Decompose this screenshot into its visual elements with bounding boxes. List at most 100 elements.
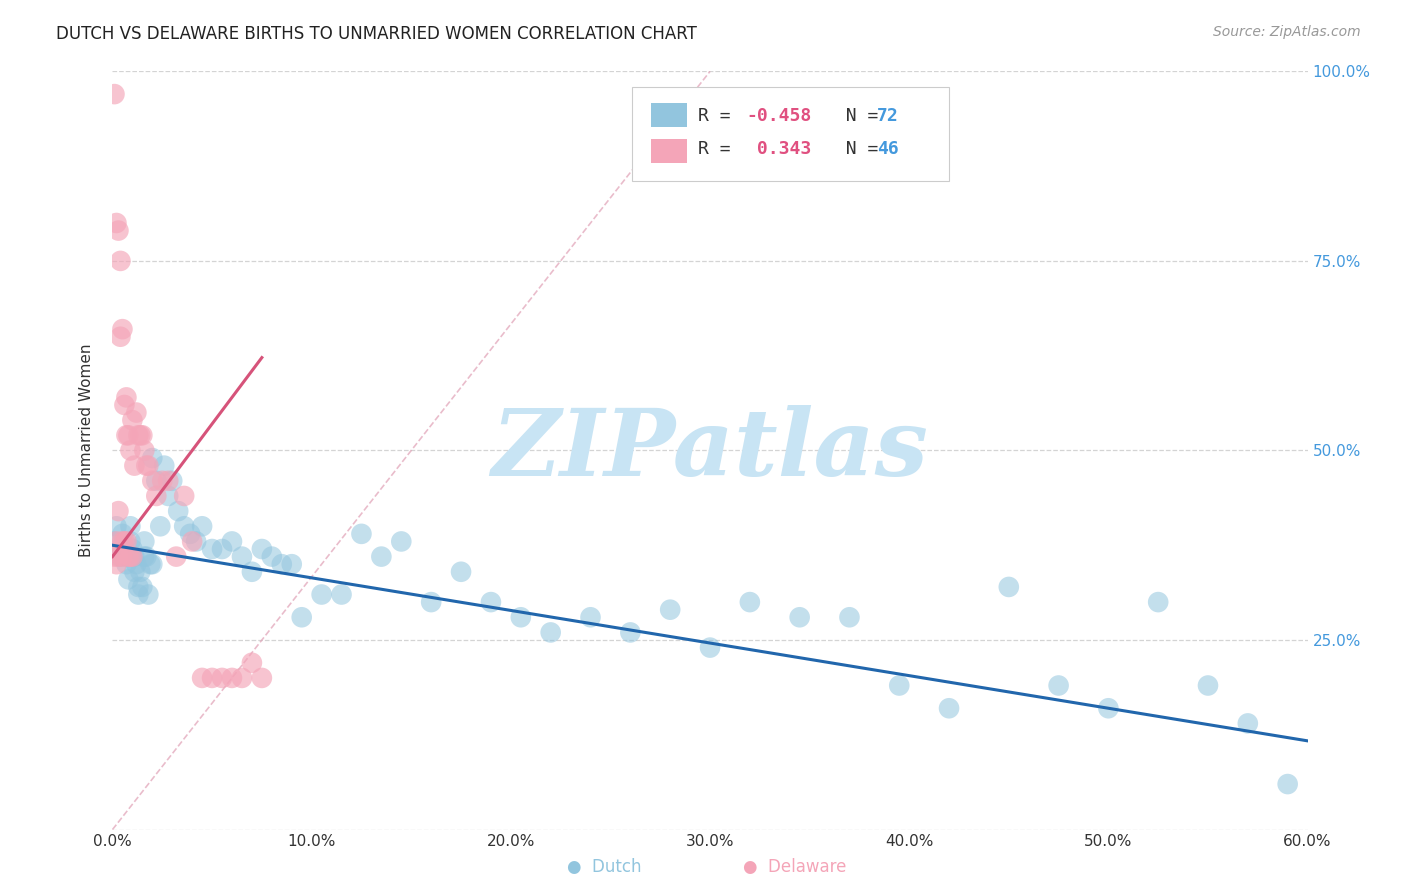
Point xyxy=(117,549,139,564)
Point xyxy=(105,534,128,549)
Point xyxy=(121,549,143,564)
Point xyxy=(250,671,273,685)
Point xyxy=(260,549,283,564)
Text: Source: ZipAtlas.com: Source: ZipAtlas.com xyxy=(1213,25,1361,39)
Text: R =: R = xyxy=(699,140,752,158)
Point xyxy=(120,519,142,533)
Point xyxy=(129,428,152,442)
Point xyxy=(181,534,204,549)
Point xyxy=(1047,678,1070,692)
Point xyxy=(145,474,167,488)
Point xyxy=(114,534,135,549)
Point xyxy=(115,557,138,572)
Point xyxy=(789,610,811,624)
Point xyxy=(191,671,214,685)
Point xyxy=(120,443,142,458)
Point xyxy=(619,625,641,640)
Point xyxy=(115,549,138,564)
FancyBboxPatch shape xyxy=(651,139,688,163)
Point xyxy=(291,610,314,624)
Point xyxy=(201,671,224,685)
Point xyxy=(115,428,138,442)
Point xyxy=(111,534,134,549)
Point xyxy=(281,557,304,572)
Text: ZIPatlas: ZIPatlas xyxy=(492,406,928,495)
Point xyxy=(114,542,135,557)
Point xyxy=(134,534,156,549)
Point xyxy=(115,391,138,405)
Point xyxy=(509,610,531,624)
Point xyxy=(231,671,253,685)
Point xyxy=(1237,716,1260,731)
Point xyxy=(153,458,176,473)
Point xyxy=(201,542,224,557)
Point xyxy=(699,640,721,655)
Point xyxy=(134,549,156,564)
Point xyxy=(135,458,157,473)
Point xyxy=(221,671,243,685)
Point xyxy=(173,519,195,533)
Point xyxy=(114,398,135,412)
Point xyxy=(107,223,129,237)
Point xyxy=(330,588,353,602)
Text: 72: 72 xyxy=(877,107,898,125)
Point xyxy=(110,549,132,564)
Point xyxy=(120,549,142,564)
Text: DUTCH VS DELAWARE BIRTHS TO UNMARRIED WOMEN CORRELATION CHART: DUTCH VS DELAWARE BIRTHS TO UNMARRIED WO… xyxy=(56,25,697,43)
Point xyxy=(738,595,761,609)
Point xyxy=(117,428,139,442)
Point xyxy=(998,580,1021,594)
Point xyxy=(124,565,146,579)
Point xyxy=(579,610,602,624)
Point xyxy=(221,534,243,549)
Point xyxy=(111,526,134,541)
Point xyxy=(211,542,233,557)
Point xyxy=(659,603,682,617)
Point xyxy=(103,534,125,549)
Point xyxy=(120,534,142,549)
Point xyxy=(145,489,167,503)
Point xyxy=(107,504,129,518)
Text: 46: 46 xyxy=(877,140,898,158)
Point xyxy=(479,595,502,609)
Point xyxy=(141,451,163,466)
Point xyxy=(270,557,292,572)
Point xyxy=(105,557,128,572)
Point xyxy=(1197,678,1219,692)
Point xyxy=(240,565,263,579)
Point xyxy=(165,549,187,564)
Point xyxy=(889,678,911,692)
Point xyxy=(231,549,253,564)
Point xyxy=(127,428,149,442)
Point xyxy=(1097,701,1119,715)
Point xyxy=(111,549,134,564)
Text: 0.343: 0.343 xyxy=(747,140,811,158)
Point xyxy=(115,534,138,549)
Point xyxy=(211,671,233,685)
Point xyxy=(370,549,392,564)
Point xyxy=(149,519,172,533)
Text: ●  Delaware: ● Delaware xyxy=(742,858,846,876)
Point xyxy=(138,458,160,473)
Point xyxy=(173,489,195,503)
Point xyxy=(103,549,125,564)
Point xyxy=(389,534,412,549)
Point xyxy=(141,474,163,488)
Text: R =: R = xyxy=(699,107,741,125)
Point xyxy=(240,656,263,670)
Point xyxy=(110,253,132,268)
Point xyxy=(127,580,149,594)
Point xyxy=(121,413,143,427)
Point xyxy=(139,557,162,572)
Point xyxy=(121,542,143,557)
Point xyxy=(191,519,214,533)
Point xyxy=(938,701,960,715)
Point xyxy=(110,330,132,344)
Point xyxy=(141,557,163,572)
Point xyxy=(127,588,149,602)
Point xyxy=(540,625,562,640)
Point xyxy=(131,428,153,442)
FancyBboxPatch shape xyxy=(651,103,688,128)
Point xyxy=(157,474,180,488)
Point xyxy=(162,474,183,488)
